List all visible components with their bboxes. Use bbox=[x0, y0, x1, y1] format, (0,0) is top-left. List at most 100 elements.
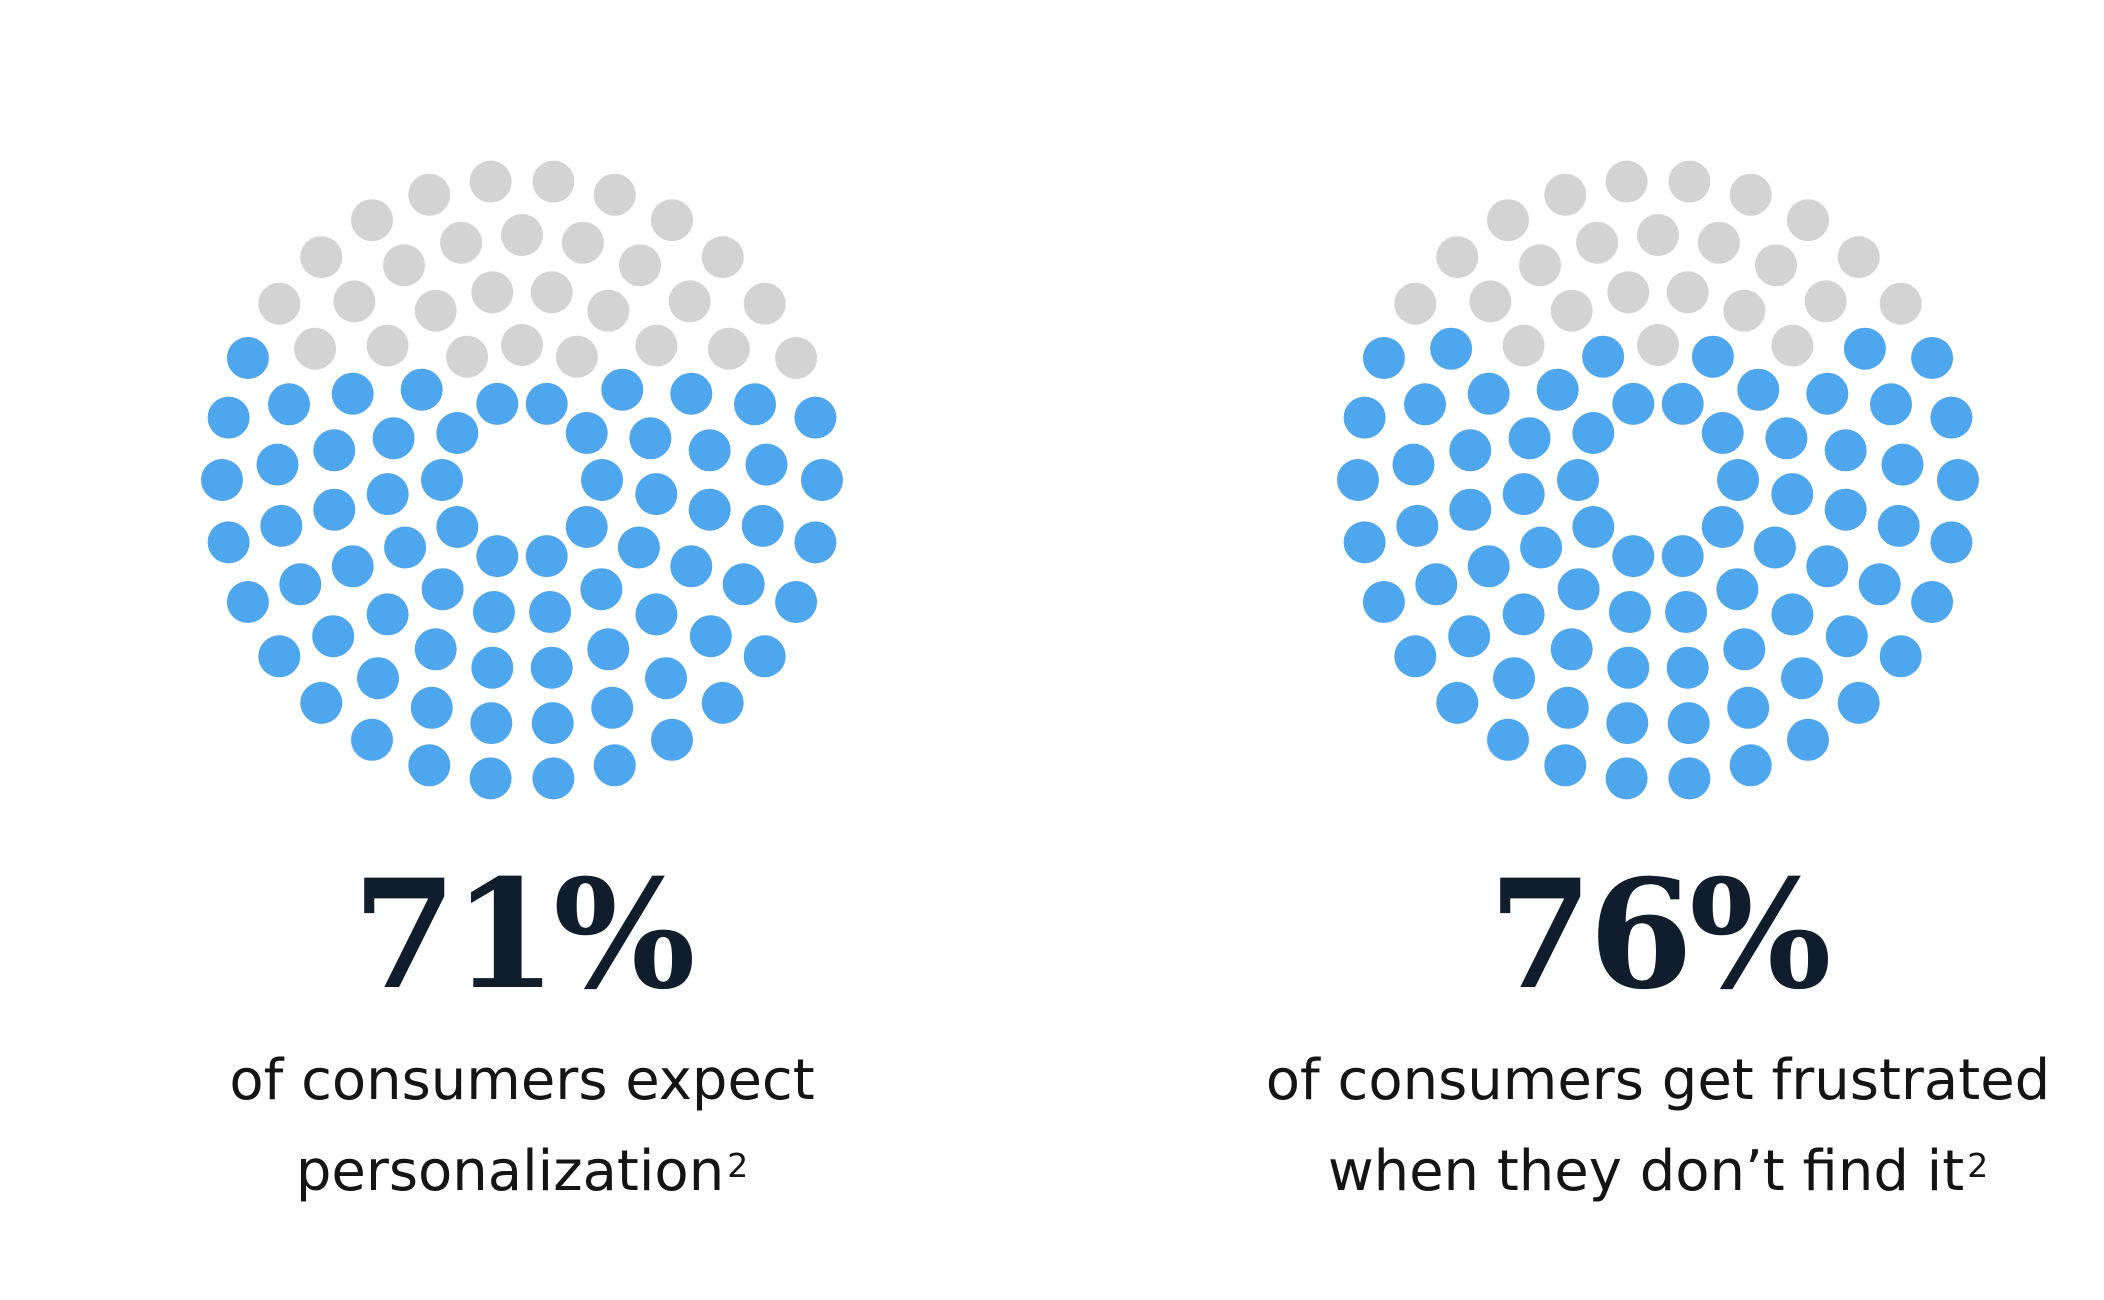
dot-highlighted bbox=[1843, 327, 1886, 370]
dot-highlighted bbox=[471, 646, 514, 689]
dot-highlighted bbox=[1837, 681, 1880, 724]
dot-highlighted bbox=[1765, 417, 1808, 460]
dot-remainder bbox=[1697, 221, 1740, 264]
dot-highlighted bbox=[201, 459, 243, 501]
dot-remainder bbox=[1771, 324, 1814, 367]
dot-highlighted bbox=[1824, 488, 1867, 531]
dot-highlighted bbox=[260, 504, 303, 547]
dot-remainder bbox=[1637, 324, 1679, 366]
dot-highlighted bbox=[1911, 337, 1954, 379]
dot-highlighted bbox=[1608, 591, 1651, 633]
dot-highlighted bbox=[1781, 657, 1823, 700]
dot-highlighted bbox=[366, 593, 409, 636]
dot-remainder bbox=[408, 173, 451, 216]
dot-remainder bbox=[619, 244, 661, 287]
dot-remainder bbox=[1519, 244, 1561, 287]
dot-highlighted bbox=[794, 521, 837, 564]
dot-highlighted bbox=[532, 757, 575, 800]
dot-highlighted bbox=[1392, 443, 1435, 486]
dot-remainder bbox=[1487, 199, 1529, 242]
dot-highlighted bbox=[1723, 628, 1766, 671]
dot-remainder bbox=[1729, 173, 1772, 216]
dot-remainder bbox=[593, 173, 636, 216]
dot-highlighted bbox=[1771, 593, 1814, 636]
dot-highlighted bbox=[1502, 593, 1545, 636]
dot-remainder bbox=[1394, 282, 1437, 325]
dot-highlighted bbox=[601, 368, 644, 411]
dot-highlighted bbox=[1557, 568, 1600, 611]
dot-remainder bbox=[1668, 160, 1711, 203]
dot-highlighted bbox=[1436, 681, 1479, 724]
stat-caption: of consumers get frustrated when they do… bbox=[1158, 1035, 2104, 1217]
dot-remainder bbox=[414, 289, 457, 332]
dot-highlighted bbox=[593, 744, 636, 787]
dot-remainder bbox=[446, 335, 489, 378]
dot-highlighted bbox=[1737, 368, 1780, 411]
dot-highlighted bbox=[591, 686, 634, 729]
dot-highlighted bbox=[436, 506, 479, 548]
dot-highlighted bbox=[1343, 521, 1386, 564]
dot-remainder bbox=[668, 280, 711, 323]
stat-block-personalization: 71% of consumers expect personalization2 bbox=[22, 0, 1022, 1300]
dot-highlighted bbox=[1487, 718, 1529, 761]
dot-highlighted bbox=[312, 615, 355, 658]
dot-remainder bbox=[1436, 236, 1479, 279]
dot-highlighted bbox=[1937, 459, 1979, 501]
dot-remainder bbox=[1544, 173, 1587, 216]
dot-highlighted bbox=[1520, 526, 1563, 569]
dot-highlighted bbox=[1666, 646, 1709, 689]
dot-chart bbox=[1337, 160, 1979, 800]
dot-remainder bbox=[1550, 289, 1593, 332]
dot-highlighted bbox=[1362, 581, 1405, 623]
dot-remainder bbox=[707, 327, 750, 370]
dot-highlighted bbox=[775, 581, 818, 623]
dot-highlighted bbox=[635, 473, 678, 516]
dot-highlighted bbox=[414, 628, 457, 671]
dot-remainder bbox=[1469, 280, 1512, 323]
dot-highlighted bbox=[722, 563, 765, 606]
caption-line-2: personalization2 bbox=[22, 1126, 1022, 1217]
dot-highlighted bbox=[1716, 568, 1759, 611]
dot-remainder bbox=[775, 337, 818, 379]
dot-highlighted bbox=[1879, 635, 1922, 678]
caption-line-2: when they don’t find it2 bbox=[1158, 1126, 2104, 1217]
dot-highlighted bbox=[1394, 635, 1437, 678]
dot-highlighted bbox=[1430, 327, 1473, 370]
dot-highlighted bbox=[1493, 657, 1535, 700]
dot-highlighted bbox=[256, 443, 299, 486]
dot-remainder bbox=[587, 289, 630, 332]
dot-highlighted bbox=[331, 545, 374, 588]
dot-remainder bbox=[532, 160, 575, 203]
stat-percentage: 71% bbox=[352, 847, 695, 1023]
dot-highlighted bbox=[651, 718, 693, 761]
dot-highlighted bbox=[801, 459, 843, 501]
dot-highlighted bbox=[268, 383, 310, 426]
dot-highlighted bbox=[617, 526, 660, 569]
dot-highlighted bbox=[565, 412, 608, 454]
dot-highlighted bbox=[476, 382, 519, 425]
dot-remainder bbox=[1723, 289, 1766, 332]
dot-highlighted bbox=[1667, 702, 1710, 745]
dot-highlighted bbox=[410, 686, 453, 729]
dot-highlighted bbox=[313, 488, 356, 531]
dot-highlighted bbox=[688, 429, 731, 472]
dot-remainder bbox=[469, 160, 512, 203]
dot-highlighted bbox=[1668, 757, 1711, 800]
dot-highlighted bbox=[1877, 504, 1920, 547]
dot-remainder bbox=[1787, 199, 1829, 242]
dot-highlighted bbox=[794, 396, 837, 439]
dot-highlighted bbox=[1701, 506, 1744, 548]
dot-highlighted bbox=[1546, 686, 1589, 729]
dot-highlighted bbox=[645, 657, 687, 700]
dot-highlighted bbox=[1806, 372, 1849, 415]
dot-highlighted bbox=[1607, 646, 1650, 689]
dot-remainder bbox=[1576, 221, 1619, 264]
dot-highlighted bbox=[207, 521, 250, 564]
dot-highlighted bbox=[635, 593, 678, 636]
dot-highlighted bbox=[1502, 473, 1545, 516]
dot-highlighted bbox=[565, 506, 608, 548]
dot-remainder bbox=[743, 282, 786, 325]
dot-highlighted bbox=[1404, 383, 1446, 426]
dot-remainder bbox=[635, 324, 678, 367]
dot-remainder bbox=[440, 221, 483, 264]
